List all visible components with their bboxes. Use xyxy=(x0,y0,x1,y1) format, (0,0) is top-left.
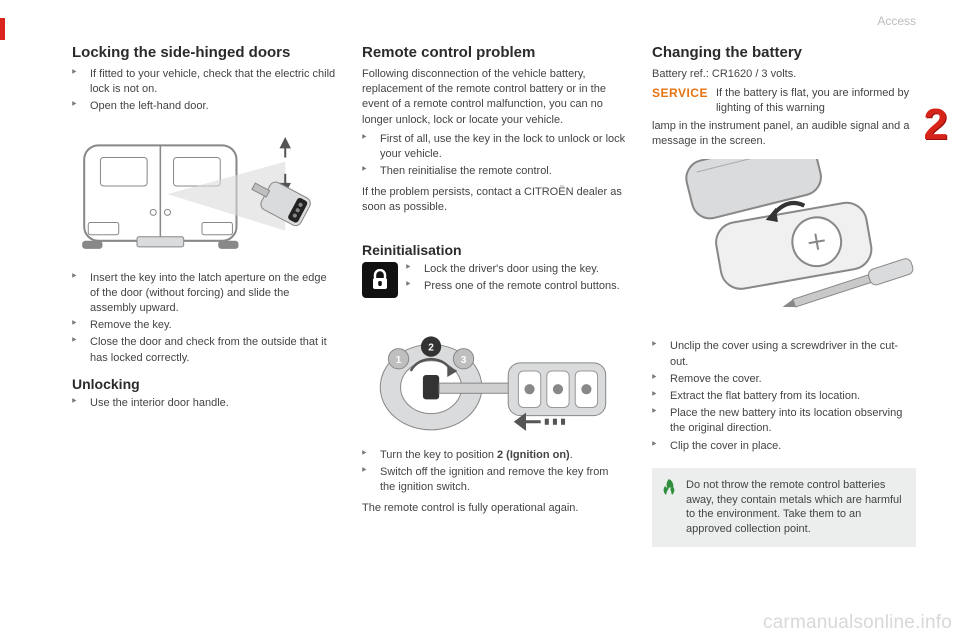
van-key-illustration xyxy=(72,121,336,263)
svg-text:1: 1 xyxy=(396,355,402,366)
warning-text-lead: If the battery is flat, you are informed… xyxy=(716,86,916,116)
reinit-icon-row: Lock the driver's door using the key. Pr… xyxy=(362,262,626,302)
list-item: Press one of the remote control buttons. xyxy=(406,279,626,294)
figure-ignition-key: 1 2 3 xyxy=(362,308,626,440)
text: . xyxy=(570,449,573,461)
list-remote: First of all, use the key in the lock to… xyxy=(362,132,626,180)
heading-unlocking: Unlocking xyxy=(72,376,336,392)
list-item: Insert the key into the latch aperture o… xyxy=(72,271,336,317)
list-item: If fitted to your vehicle, check that th… xyxy=(72,67,336,97)
list-item: Remove the key. xyxy=(72,318,336,333)
list-item: Extract the flat battery from its locati… xyxy=(652,389,916,404)
column-1: Locking the side-hinged doors If fitted … xyxy=(72,44,336,547)
list-item: Turn the key to position 2 (Ignition on)… xyxy=(362,448,626,463)
figure-battery-change xyxy=(652,159,916,332)
paragraph: If the problem persists, contact a CITRO… xyxy=(362,185,626,215)
column-3: Changing the battery Battery ref.: CR162… xyxy=(652,44,916,547)
list-item: Lock the driver's door using the key. xyxy=(406,262,626,277)
watermark: carmanualsonline.info xyxy=(763,612,952,634)
list-item: Open the left-hand door. xyxy=(72,99,336,114)
list-item: Close the door and check from the outsid… xyxy=(72,335,336,365)
page-category: Access xyxy=(877,14,916,28)
list-unlocking: Use the interior door handle. xyxy=(72,396,336,411)
figure-van-key xyxy=(72,121,336,263)
paragraph: Following disconnection of the vehicle b… xyxy=(362,67,626,128)
list-item: Switch off the ignition and remove the k… xyxy=(362,465,626,495)
list-reinit-bottom: Turn the key to position 2 (Ignition on)… xyxy=(362,448,626,496)
svg-text:2: 2 xyxy=(428,343,434,354)
manual-page: Access 2 Locking the side-hinged doors I… xyxy=(0,0,960,640)
list-item: Use the interior door handle. xyxy=(72,396,336,411)
heading-changing-battery: Changing the battery xyxy=(652,44,916,61)
list-item: First of all, use the key in the lock to… xyxy=(362,132,626,162)
service-badge: SERVICE xyxy=(652,86,708,100)
list-item: Place the new battery into its location … xyxy=(652,406,916,436)
heading-locking: Locking the side-hinged doors xyxy=(72,44,336,61)
list-item: Unclip the cover using a screwdriver in … xyxy=(652,339,916,369)
heading-reinit: Reinitialisation xyxy=(362,242,626,258)
leaf-icon xyxy=(660,478,678,501)
paragraph: The remote control is fully operational … xyxy=(362,501,626,516)
env-note: Do not throw the remote control batterie… xyxy=(652,468,916,547)
text-strong: 2 (Ignition on) xyxy=(497,449,570,461)
text: Turn the key to position xyxy=(380,449,497,461)
column-2: Remote control problem Following disconn… xyxy=(362,44,626,547)
warning-text-tail: lamp in the instrument panel, an audible… xyxy=(652,119,916,149)
list-battery-steps: Unclip the cover using a screwdriver in … xyxy=(652,339,916,453)
section-number: 2 xyxy=(924,100,948,150)
section-tab xyxy=(0,18,5,40)
svg-text:3: 3 xyxy=(461,355,467,366)
list-item: Clip the cover in place. xyxy=(652,439,916,454)
list-item: Remove the cover. xyxy=(652,372,916,387)
lock-icon xyxy=(362,262,398,298)
note-text: Do not throw the remote control batterie… xyxy=(686,479,902,536)
list-locking-post: Insert the key into the latch aperture o… xyxy=(72,271,336,366)
list-locking-pre: If fitted to your vehicle, check that th… xyxy=(72,67,336,115)
battery-ref: Battery ref.: CR1620 / 3 volts. xyxy=(652,67,916,82)
heading-remote-problem: Remote control problem xyxy=(362,44,626,61)
list-item: Then reinitialise the remote control. xyxy=(362,164,626,179)
service-row: SERVICE If the battery is flat, you are … xyxy=(652,86,916,116)
list-reinit-top: Lock the driver's door using the key. Pr… xyxy=(406,262,626,296)
columns: Locking the side-hinged doors If fitted … xyxy=(72,44,916,547)
